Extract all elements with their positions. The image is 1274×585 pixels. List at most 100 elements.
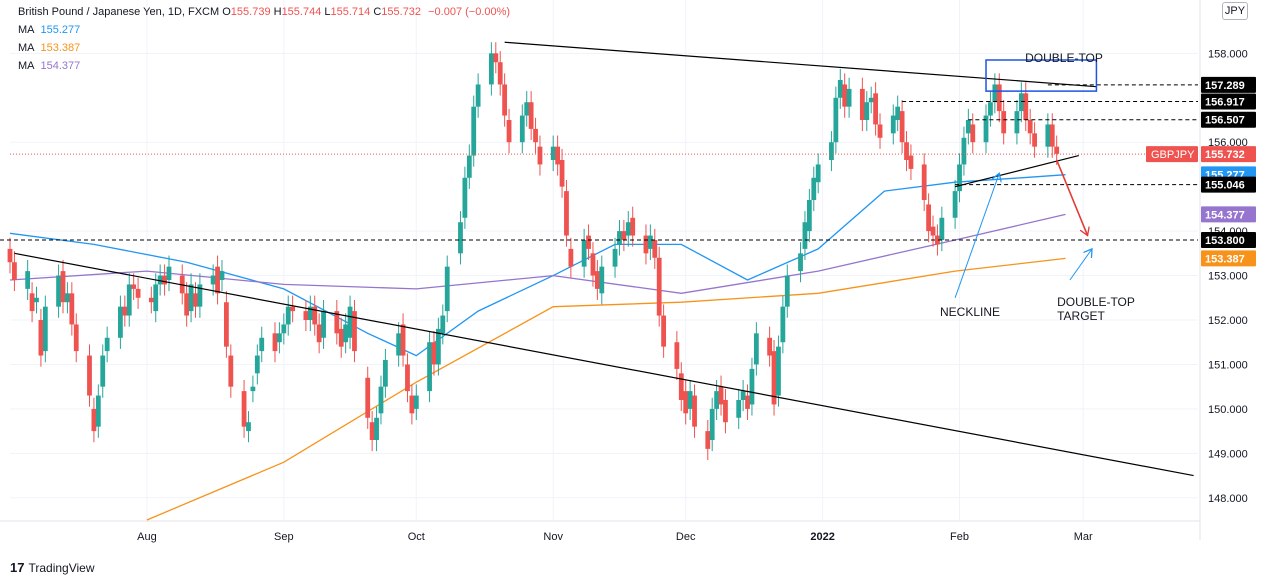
x-tick-label: Sep <box>274 531 294 543</box>
double-top-box <box>985 59 1098 92</box>
ma-value: 153.387 <box>40 42 81 54</box>
candle-body <box>7 248 13 263</box>
candle-body <box>347 306 353 338</box>
candle-body <box>846 88 852 107</box>
candle-body <box>537 146 543 165</box>
ma-label: MA <box>18 24 35 36</box>
candle-body <box>524 102 530 116</box>
ma-legend-row: MA 154.377 <box>18 57 510 75</box>
candle-body <box>1014 111 1020 134</box>
candle-body <box>957 164 962 192</box>
candle-body <box>771 351 777 405</box>
candle-body <box>91 408 97 432</box>
candle-body <box>427 342 432 392</box>
annotation-label: DOUBLE-TOP <box>1057 295 1135 309</box>
candle-body <box>254 355 260 374</box>
ma-legend-rows: MA 155.277 MA 153.387 MA 154.377 <box>18 21 510 75</box>
candle-body <box>1049 124 1055 147</box>
trendline <box>14 252 1194 477</box>
candle-body <box>612 248 618 267</box>
candle-body <box>382 360 388 387</box>
candle-body <box>475 84 481 107</box>
candle-body <box>555 146 561 165</box>
candle-body <box>153 284 159 312</box>
candle-body <box>224 302 229 347</box>
candle-body <box>118 306 123 338</box>
candle-body <box>533 128 538 143</box>
chart-legend: British Pound / Japanese Yen, 1D, FXCM O… <box>18 3 510 75</box>
candle-body <box>829 142 834 160</box>
candle-body <box>493 53 499 63</box>
tradingview-logo[interactable]: 17 TradingView <box>10 560 95 575</box>
candle-body <box>705 431 711 449</box>
candle-body <box>87 355 92 396</box>
candle-body <box>564 191 569 236</box>
candle-body <box>343 324 349 343</box>
price-label-bg <box>1201 206 1256 223</box>
candle-body <box>939 217 945 240</box>
candle-body <box>466 155 472 178</box>
candle-body <box>740 391 746 400</box>
ma-value: 155.277 <box>40 24 81 36</box>
time-axis[interactable]: Aug Sep Oct Nov Dec 2022 Feb Mar <box>0 520 1200 543</box>
candle-body <box>736 400 742 418</box>
candle-body <box>69 293 75 325</box>
ma-label: MA <box>18 42 35 54</box>
candle-body <box>921 164 927 200</box>
price-label-bg <box>1201 176 1256 193</box>
candle-body <box>798 253 803 272</box>
ma-line <box>9 213 1066 294</box>
x-tick-label: Oct <box>408 531 425 543</box>
candle-body <box>12 262 17 280</box>
candle-body <box>34 297 39 303</box>
candle-body <box>661 315 667 347</box>
candle-body <box>784 275 790 307</box>
candle-body <box>714 391 720 409</box>
x-tick-label: Nov <box>543 531 563 543</box>
candle-body <box>166 266 172 280</box>
candle-body <box>374 417 379 440</box>
candle-body <box>776 346 781 396</box>
candle-body <box>334 311 340 334</box>
candle-body <box>65 293 70 303</box>
price-label: 154.377 <box>1205 209 1245 221</box>
x-tick-label: Dec <box>676 531 696 543</box>
candle-body <box>908 155 914 169</box>
candle-body <box>868 97 874 103</box>
candle-body <box>131 284 137 289</box>
candle-body <box>316 324 322 343</box>
candle-body <box>73 324 79 352</box>
candle-body <box>352 311 357 352</box>
candle-body <box>246 422 251 432</box>
candle-body <box>594 271 600 289</box>
candle-body <box>890 115 896 134</box>
candle-body <box>630 217 636 236</box>
x-tick-label: Mar <box>1074 531 1093 543</box>
candle-body <box>961 137 967 165</box>
drawing-layer <box>14 41 1194 477</box>
candle-body <box>935 235 940 245</box>
y-tick-label: 151.000 <box>1208 359 1248 371</box>
candle-body <box>643 235 649 254</box>
candle-body <box>692 395 697 427</box>
candle-body <box>837 80 843 98</box>
y-tick-label: 152.000 <box>1208 315 1248 327</box>
candle-body <box>842 84 848 107</box>
candle-body <box>405 364 410 392</box>
candle-body <box>709 408 715 440</box>
candle-body <box>753 333 759 365</box>
candle-body <box>281 324 287 334</box>
candle-body <box>1001 111 1007 134</box>
ma-legend-row: MA 153.387 <box>18 39 510 57</box>
symbol-row: British Pound / Japanese Yen, 1D, FXCM O… <box>18 3 510 21</box>
currency-button[interactable]: JPY <box>1222 2 1248 20</box>
candle-body <box>718 386 724 405</box>
candle-body <box>148 297 154 303</box>
candle-body <box>802 222 808 249</box>
candle-body <box>290 306 296 312</box>
y-tick-label: 158.000 <box>1208 48 1248 60</box>
ma-value: 154.377 <box>40 60 81 72</box>
candle-body <box>528 102 534 129</box>
candle-body <box>250 386 256 392</box>
